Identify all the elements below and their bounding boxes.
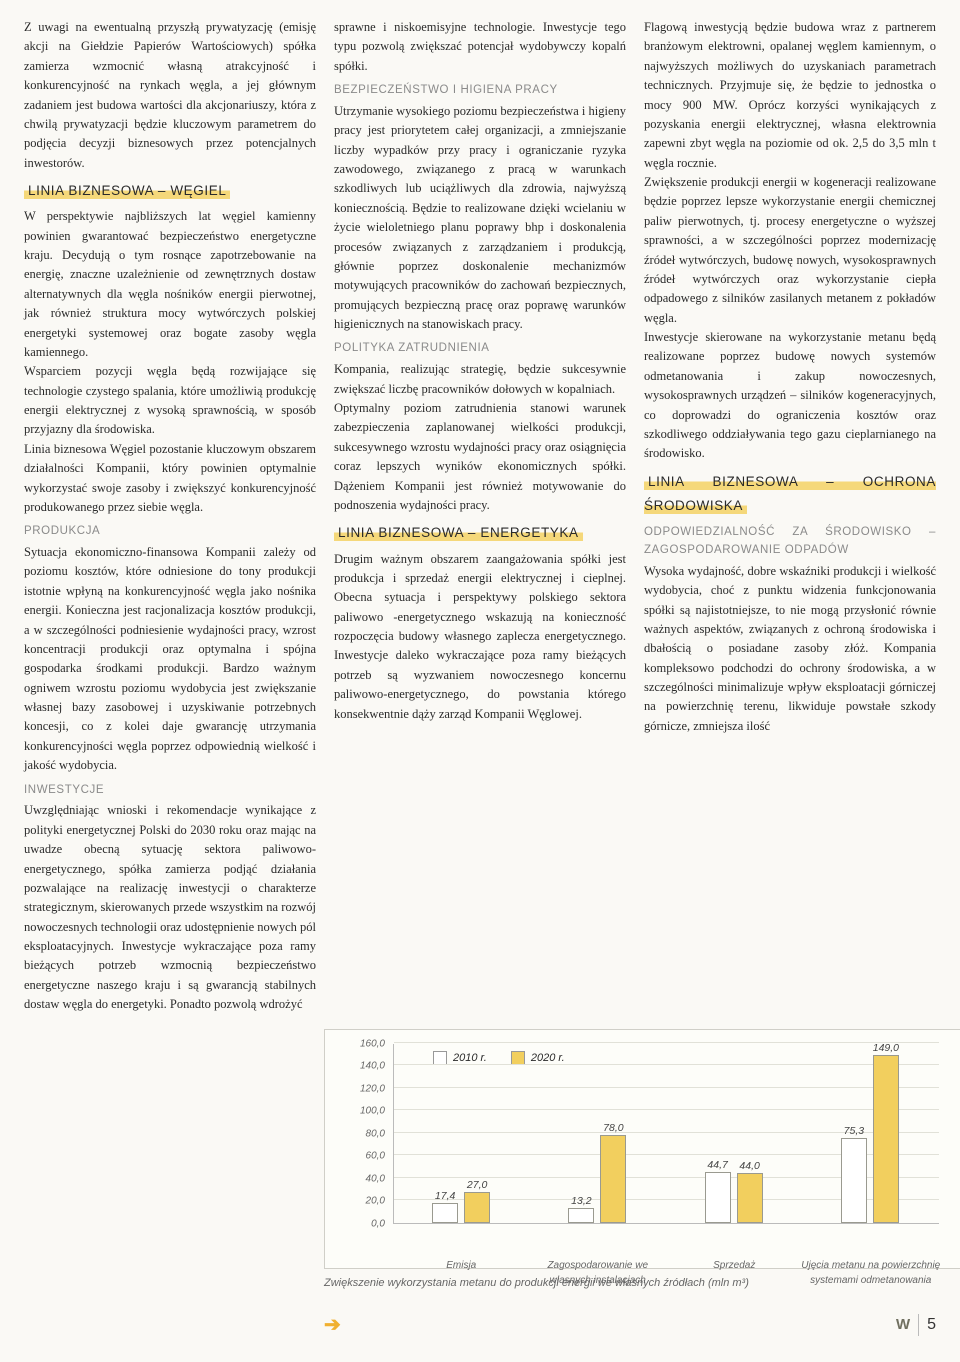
bar-value: 13,2: [571, 1193, 591, 1209]
paragraph: Utrzymanie wysokiego poziomu bezpieczeńs…: [334, 102, 626, 335]
column-2: sprawne i niskoemisyjne technologie. Inw…: [334, 18, 626, 1015]
subhead-polityka: POLITYKA ZATRUDNIENIA: [334, 340, 626, 358]
paragraph: Sytuacja ekonomiczno-finansowa Kompanii …: [24, 543, 316, 776]
subhead-odp: ODPOWIEDZIALNOŚĆ ZA ŚRODOWISKO – ZAGOSPO…: [644, 524, 936, 560]
y-tick: 160,0: [360, 1036, 385, 1052]
bar-2010: 13,2: [568, 1208, 594, 1223]
paragraph: Optymalny poziom zatrudnienia stanowi wa…: [334, 399, 626, 515]
y-tick: 140,0: [360, 1058, 385, 1074]
y-tick: 120,0: [360, 1081, 385, 1097]
plot-area: 17,427,013,278,044,744,075,3149,0: [393, 1044, 939, 1224]
subhead-bhp: BEZPIECZEŃSTWO I HIGIENA PRACY: [334, 82, 626, 100]
paragraph: Flagową inwestycją będzie budowa wraz z …: [644, 18, 936, 173]
paragraph: W perspektywie najbliższych lat węgiel k…: [24, 207, 316, 362]
paragraph: Wysoka wydajność, dobre wskaźniki produk…: [644, 562, 936, 736]
bar-2010: 44,7: [705, 1172, 731, 1222]
column-1: Z uwagi na ewentualną przyszłą prywatyza…: [24, 18, 316, 1015]
y-tick: 40,0: [366, 1171, 385, 1187]
bar-value: 44,0: [739, 1158, 759, 1174]
paragraph: Linia biznesowa Węgiel pozostanie kluczo…: [24, 440, 316, 518]
paragraph: Zwiększenie produkcji energii w kogenera…: [644, 173, 936, 328]
bar-value: 44,7: [707, 1157, 727, 1173]
paragraph: Z uwagi na ewentualną przyszłą prywatyza…: [24, 18, 316, 173]
y-tick: 80,0: [366, 1126, 385, 1142]
y-tick: 0,0: [371, 1216, 385, 1232]
methane-chart: 2010 r. 2020 r. 0,020,040,060,080,0100,0…: [324, 1029, 960, 1269]
x-label: Zagospodarowanie we własnych instalacjac…: [528, 1258, 668, 1289]
bar-2010: 75,3: [841, 1138, 867, 1223]
bar-value: 78,0: [603, 1120, 623, 1136]
heading-energetyka: LINIA BIZNESOWA – ENERGETYKA: [334, 524, 583, 541]
heading-ochrona: LINIA BIZNESOWA – OCHRONA ŚRODOWISKA: [644, 473, 936, 514]
paragraph: Inwestycje skierowane na wykorzystanie m…: [644, 328, 936, 464]
divider: [918, 1314, 919, 1336]
chart-area: 2010 r. 2020 r. 0,020,040,060,080,0100,0…: [343, 1044, 945, 1224]
y-tick: 60,0: [366, 1148, 385, 1164]
bar-value: 149,0: [873, 1040, 899, 1056]
x-label: Ujęcia metanu na powierzchnię systemami …: [801, 1258, 941, 1289]
text-columns: Z uwagi na ewentualną przyszłą prywatyza…: [24, 18, 936, 1015]
bar-2020: 44,0: [737, 1173, 763, 1223]
y-tick: 100,0: [360, 1103, 385, 1119]
bar-value: 75,3: [844, 1123, 864, 1139]
subhead-produkcja: PRODUKCJA: [24, 523, 316, 541]
page-footer: ➔ W 5: [24, 1310, 936, 1341]
y-tick: 20,0: [366, 1193, 385, 1209]
heading-wegiel: LINIA BIZNESOWA – WĘGIEL: [24, 182, 230, 199]
kw-logo-icon: W: [896, 1313, 910, 1336]
x-label: Emisja: [391, 1258, 531, 1274]
column-3: Flagową inwestycją będzie budowa wraz z …: [644, 18, 936, 1015]
paragraph: Drugim ważnym obszarem zaangażowania spó…: [334, 550, 626, 724]
y-axis: 0,020,040,060,080,0100,0120,0140,0160,0: [343, 1044, 389, 1224]
bar-2020: 149,0: [873, 1055, 899, 1223]
subhead-inwestycje: INWESTYCJE: [24, 782, 316, 800]
paragraph: Uwzględniając wnioski i rekomendacje wyn…: [24, 801, 316, 1014]
bar-2020: 27,0: [464, 1192, 490, 1222]
bar-value: 17,4: [435, 1188, 455, 1204]
continue-arrow-icon: ➔: [324, 1310, 341, 1341]
page-number: 5: [927, 1313, 936, 1338]
bar-value: 27,0: [467, 1177, 487, 1193]
x-label: Sprzedaż: [664, 1258, 804, 1274]
bar-2010: 17,4: [432, 1203, 458, 1223]
paragraph: Kompania, realizując strategię, będzie s…: [334, 360, 626, 399]
paragraph: sprawne i niskoemisyjne technologie. Inw…: [334, 18, 626, 76]
bar-2020: 78,0: [600, 1135, 626, 1223]
paragraph: Wsparciem pozycji węgla będą rozwijające…: [24, 362, 316, 440]
